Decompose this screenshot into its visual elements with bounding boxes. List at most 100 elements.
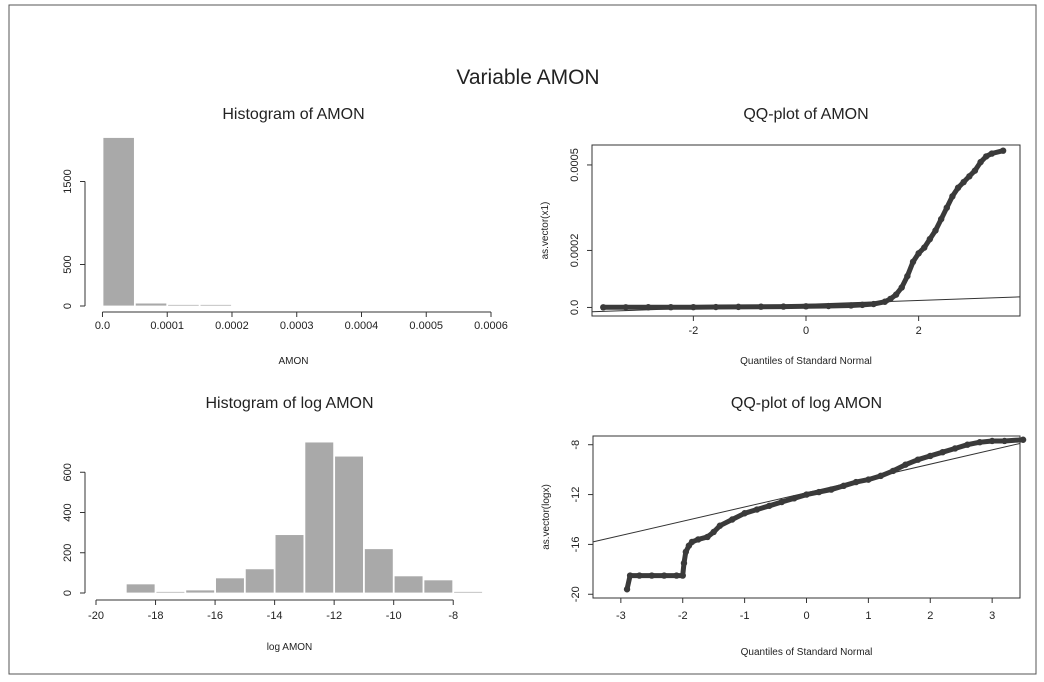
data-point	[865, 476, 872, 483]
data-point	[828, 486, 835, 493]
histogram-bar	[423, 579, 454, 594]
x-tick-label: 0.0003	[280, 320, 314, 332]
x-tick-label: 0	[803, 325, 809, 337]
x-axis-label: Quantiles of Standard Normal	[741, 647, 873, 658]
data-point	[753, 506, 761, 513]
x-tick-label: -1	[740, 610, 750, 622]
y-tick-label: 0.0002	[569, 234, 581, 268]
x-axis-label: AMON	[279, 356, 309, 367]
data-point	[802, 303, 810, 310]
data-point	[623, 586, 631, 593]
y-tick-label: 1500	[62, 169, 74, 193]
data-point	[680, 559, 688, 567]
data-point	[600, 304, 607, 311]
panel-title: Histogram of log AMON	[205, 395, 373, 412]
data-point	[983, 153, 990, 160]
data-point	[636, 572, 643, 579]
data-point	[648, 572, 655, 579]
y-tick-label: 500	[62, 255, 74, 273]
y-axis-label: as.vector(logx)	[541, 484, 552, 550]
histogram-bar	[393, 575, 424, 594]
qq-plot-log-amon-panel: QQ-plot of log AMON Quantiles of Standard…	[541, 395, 1027, 658]
histogram-bar	[215, 577, 245, 594]
x-tick-label: 2	[916, 325, 922, 337]
panel-title: QQ-plot of log AMON	[731, 395, 882, 412]
y-axis-label: as.vector(x1)	[540, 202, 551, 260]
x-tick-label: 0.0005	[409, 320, 443, 332]
data-point	[704, 533, 711, 541]
histogram-bar	[453, 591, 483, 594]
data-point	[914, 456, 922, 463]
y-tick-label: 0	[62, 303, 74, 309]
y-tick-label: -16	[570, 536, 582, 552]
data-point	[682, 548, 690, 556]
y-tick-label: -8	[570, 440, 582, 450]
x-tick-label: -20	[88, 610, 104, 622]
panel-title: Histogram of AMON	[222, 106, 364, 123]
data-point	[954, 184, 962, 191]
data-point	[877, 472, 884, 480]
data-point	[926, 235, 934, 243]
data-point	[790, 495, 798, 502]
x-tick-label: 0.0002	[215, 320, 249, 332]
histogram-log-amon-panel: Histogram of log AMON log AMON -20 -18 -16 -1…	[62, 395, 483, 653]
data-point	[949, 193, 956, 200]
histogram-bar	[134, 302, 168, 307]
data-point	[927, 452, 934, 460]
data-point	[892, 291, 900, 298]
x-tick-label: 0.0006	[474, 320, 508, 332]
data-point	[971, 167, 979, 174]
data-point	[999, 147, 1007, 154]
x-tick-label: 3	[989, 610, 995, 622]
data-point	[1019, 436, 1027, 443]
y-tick-label: -12	[570, 487, 582, 503]
figure-title: Variable AMON	[456, 66, 599, 89]
data-point	[909, 258, 917, 266]
figure-frame	[8, 4, 1037, 675]
data-point	[667, 304, 675, 311]
data-point	[710, 528, 717, 536]
histogram-bar	[304, 441, 335, 594]
histogram-amon-panel: Histogram of AMON AMON 0.0 0.0001 0.0002 0.00…	[62, 106, 508, 367]
data-point	[729, 516, 736, 523]
x-tick-label: -8	[448, 610, 458, 622]
data-point	[988, 150, 996, 157]
data-point	[840, 482, 847, 490]
data-point	[870, 300, 877, 308]
data-point	[898, 284, 905, 291]
data-point	[1001, 437, 1008, 445]
x-tick-label: 0.0001	[150, 320, 184, 332]
data-point	[757, 303, 765, 310]
data-point	[695, 536, 702, 543]
x-tick-label: 0.0	[95, 320, 110, 332]
data-point	[778, 498, 785, 506]
plot-frame	[591, 144, 1021, 317]
x-axis-label: log AMON	[267, 642, 313, 653]
data-point	[889, 467, 897, 475]
data-point	[673, 572, 680, 579]
data-point	[976, 439, 983, 446]
x-tick-label: -12	[326, 610, 342, 622]
x-tick-label: -18	[148, 610, 164, 622]
data-point	[852, 478, 860, 486]
data-point	[881, 298, 889, 305]
y-tick-label: 0.0	[569, 300, 581, 315]
x-tick-label: -16	[207, 610, 223, 622]
data-point	[815, 488, 823, 496]
data-point	[679, 572, 686, 579]
histogram-bar	[199, 304, 232, 307]
data-point	[712, 303, 720, 311]
histogram-bar	[364, 548, 394, 594]
y-tick-label: 400	[62, 503, 74, 521]
x-tick-label: 2	[927, 610, 933, 622]
data-point	[735, 303, 742, 311]
data-point	[966, 173, 973, 180]
data-point	[645, 304, 652, 311]
x-axis-label: Quantiles of Standard Normal	[740, 356, 872, 367]
data-point	[977, 158, 984, 166]
data-point	[988, 437, 996, 445]
quantile-points	[624, 437, 1026, 592]
x-tick-label: -14	[267, 610, 283, 622]
panel-title: QQ-plot of AMON	[743, 106, 868, 123]
